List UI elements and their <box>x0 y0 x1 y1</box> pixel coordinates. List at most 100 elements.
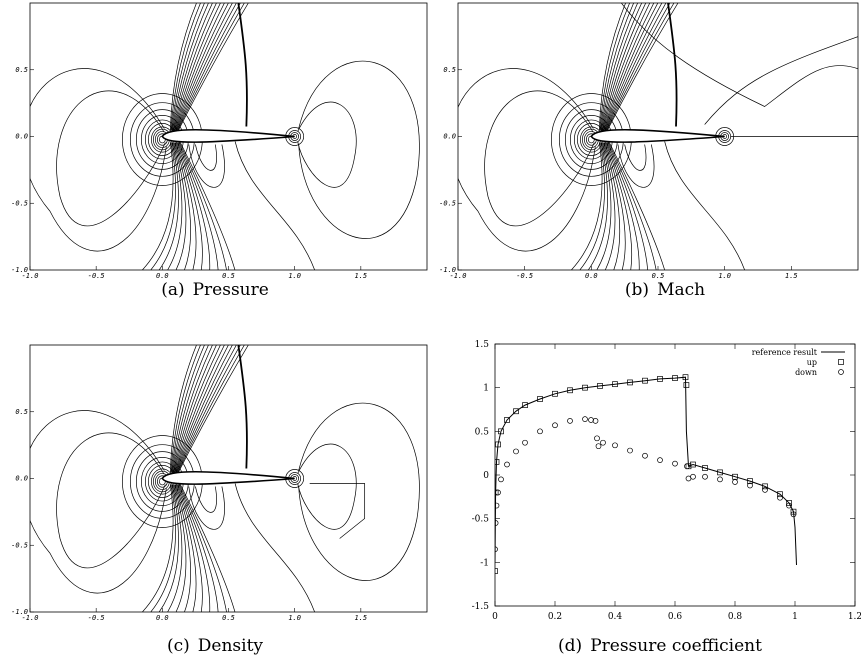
contour-line <box>604 142 626 270</box>
x-tick-label: 0.2 <box>548 612 562 622</box>
legend-label: down <box>795 368 817 377</box>
data-point-up <box>552 390 558 397</box>
contour-line <box>177 345 245 473</box>
contour-line <box>179 142 227 270</box>
contour-line <box>606 142 640 270</box>
mach-contour-panel: -1.0 -0.5 0.0 0.5 1.0 1.5 0.5 0.0 -0.5 -1.0 (b) Ma… <box>430 0 861 310</box>
contour-line <box>609 142 666 270</box>
data-point-up <box>612 381 618 388</box>
contour-line <box>179 484 227 612</box>
mach-contour-plot: -1.0 -0.5 0.0 0.5 1.0 1.5 0.5 0.0 -0.5 -1.0 <box>439 2 859 280</box>
contour-line <box>579 142 605 270</box>
pressure-coefficient-chart: 0 0.2 0.4 0.6 0.8 1 1.2 1.5 1 0.5 0 -0.5 -1 -1.5 refer… <box>472 340 861 622</box>
contour-line <box>599 3 630 131</box>
caption-tag: (c) <box>166 636 190 656</box>
legend-swatch-circle <box>838 369 844 375</box>
contour-group: -1.0 -0.5 0.0 0.5 1.0 1.5 0.5 0.0 -0.5 -1.0 <box>439 2 859 280</box>
y-tick-label: -1.5 <box>472 602 490 612</box>
data-point-down <box>552 422 558 429</box>
contour-line <box>297 101 357 188</box>
data-point-up <box>627 379 633 386</box>
contour-line <box>150 484 176 612</box>
pressure-coefficient-panel: 0 0.2 0.4 0.6 0.8 1 1.2 1.5 1 0.5 0 -0.5 -1 -1.5 refer… <box>440 330 861 662</box>
data-point-up <box>513 408 519 415</box>
data-point-down <box>657 457 663 464</box>
contour-line <box>171 3 209 131</box>
contour-line <box>178 345 249 473</box>
contour-line <box>167 484 183 612</box>
caption-pressure: (a) Pressure <box>150 280 280 300</box>
x-tick-label: 0.8 <box>728 612 743 622</box>
data-point-down <box>504 461 510 468</box>
data-point-down <box>627 447 633 454</box>
y-tick-label: 0.5 <box>475 427 490 437</box>
data-point-down <box>537 428 543 435</box>
contour-line <box>171 3 205 131</box>
contour-line <box>176 142 203 270</box>
y-tick-label: 0.0 <box>15 475 28 483</box>
contour-line <box>173 345 217 473</box>
data-point-down <box>567 418 573 424</box>
contour-line <box>174 142 191 270</box>
contour-line <box>178 142 219 270</box>
contour-line <box>298 60 420 239</box>
contour-line <box>178 484 219 612</box>
contour-line <box>30 410 167 594</box>
x-tick-label: 1 <box>792 612 798 622</box>
x-tick-label: 1.0 <box>288 272 301 280</box>
shock-line <box>237 3 248 127</box>
data-point-up <box>567 387 573 394</box>
contour-line <box>664 141 745 270</box>
contour-line <box>174 345 229 473</box>
x-tick-label: 0 <box>492 612 498 622</box>
data-point-up <box>690 461 696 468</box>
density-contour-panel: -1.0 -0.5 0.0 0.5 1.0 1.5 0.5 0.0 -0.5 -1.0 (c) De… <box>0 330 430 662</box>
y-tick-label: 0 <box>483 471 489 481</box>
x-tick-label: 0.5 <box>222 272 235 280</box>
data-point-up <box>790 508 797 515</box>
contour-line <box>56 90 166 227</box>
contour-line <box>173 345 221 473</box>
contour-line <box>234 483 315 612</box>
x-tick-label: 1.5 <box>785 272 798 280</box>
contour-line <box>596 142 612 270</box>
y-tick-label: -0.5 <box>11 199 28 207</box>
x-tick-label: 1.5 <box>355 272 368 280</box>
contour-line <box>600 3 638 131</box>
caption-pressure-coefficient: (d) Pressure coefficient <box>530 636 790 656</box>
x-tick-label: 0.4 <box>608 612 623 622</box>
data-point-down <box>595 443 602 450</box>
data-point-up <box>582 384 588 391</box>
data-point-down <box>762 486 768 493</box>
data-point-down <box>702 473 708 480</box>
contour-line <box>484 90 595 227</box>
shock-line <box>667 3 678 127</box>
legend-label: reference result <box>752 348 818 357</box>
contour-line <box>605 3 667 131</box>
contour-line <box>195 144 217 171</box>
data-point-up <box>683 382 690 388</box>
data-point-down <box>732 479 738 485</box>
contour-line <box>604 3 663 131</box>
contour-line <box>158 484 179 612</box>
x-tick-label: -0.5 <box>516 272 533 280</box>
caption-text: Pressure <box>192 280 269 300</box>
y-tick-label: 0.0 <box>15 133 28 141</box>
series-line-reference <box>495 376 797 566</box>
contour-line <box>177 3 245 131</box>
contour-line <box>605 3 671 131</box>
contour-line <box>172 345 213 473</box>
contour-line <box>588 142 608 270</box>
contour-line <box>600 3 634 131</box>
pressure-contour-panel: -1.0 -0.5 0.0 0.5 1.0 1.5 0.5 0.0 -0.5 -1.0 (a) Pr… <box>0 0 430 310</box>
data-point-down <box>747 482 753 489</box>
contour-line <box>171 345 205 473</box>
contour-line <box>608 142 657 270</box>
contour-line <box>178 3 249 131</box>
contour-line <box>142 484 174 612</box>
legend-label: up <box>807 358 817 367</box>
contour-line <box>173 484 187 612</box>
contour-line <box>173 3 221 131</box>
data-point-down <box>588 417 594 423</box>
data-point-up <box>495 441 501 448</box>
